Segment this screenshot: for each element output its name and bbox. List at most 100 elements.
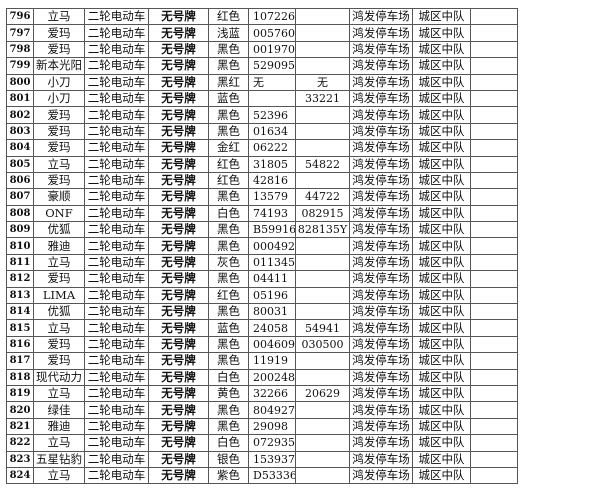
plate-cell: 无号牌 xyxy=(148,171,209,190)
plate-cell: 无号牌 xyxy=(148,368,209,386)
brand-cell: 爱玛 xyxy=(33,40,85,59)
table-row: 808 ONF 二轮电动车 无号牌 白色 74193 082915 鸿发停车场 城区中队 xyxy=(6,204,518,223)
unit-cell: 城区中队 xyxy=(412,106,471,124)
unit-cell: 城区中队 xyxy=(412,89,471,108)
vehicle-type-cell: 二轮电动车 xyxy=(84,253,149,272)
vehicle-type-cell: 二轮电动车 xyxy=(84,401,149,419)
brand-cell: 爱玛 xyxy=(33,106,85,124)
note-cell xyxy=(470,106,518,124)
plate-cell: 无号牌 xyxy=(148,401,209,419)
table-row: 802 爱玛 二轮电动车 无号牌 黑色 52396 鸿发停车场 城区中队 xyxy=(6,106,518,124)
table-row: 799 新本光阳 二轮电动车 无号牌 黑色 529095 鸿发停车场 城区中队 xyxy=(6,57,518,75)
vehicle-type-cell: 二轮电动车 xyxy=(84,139,149,157)
note-cell xyxy=(470,237,518,255)
parking-lot-cell: 鸿发停车场 xyxy=(349,221,413,239)
brand-cell: 雅迪 xyxy=(33,237,85,255)
unit-cell: 城区中队 xyxy=(412,303,471,321)
plate-cell: 无号牌 xyxy=(148,122,209,141)
row-number: 812 xyxy=(6,270,34,288)
row-number: 815 xyxy=(6,319,34,337)
frame-number-cell: 000492 xyxy=(248,237,296,255)
brand-cell: 爱玛 xyxy=(33,122,85,141)
unit-cell: 城区中队 xyxy=(412,122,471,141)
note-cell xyxy=(470,303,518,321)
color-cell: 黑色 xyxy=(208,417,249,436)
plate-cell: 无号牌 xyxy=(148,303,209,321)
motor-number-cell xyxy=(295,286,350,305)
color-cell: 黑红 xyxy=(208,73,249,91)
plate-cell: 无号牌 xyxy=(148,106,209,124)
brand-cell: 爱玛 xyxy=(33,352,85,370)
parking-lot-cell: 鸿发停车场 xyxy=(349,417,413,436)
plate-cell: 无号牌 xyxy=(148,450,209,468)
brand-cell: 立马 xyxy=(33,466,85,485)
frame-number-cell: B59916 xyxy=(248,221,296,239)
vehicle-type-cell: 二轮电动车 xyxy=(84,40,149,59)
note-cell xyxy=(470,450,518,468)
parking-lot-cell: 鸿发停车场 xyxy=(349,89,413,108)
plate-cell: 无号牌 xyxy=(148,188,209,206)
unit-cell: 城区中队 xyxy=(412,286,471,305)
vehicle-type-cell: 二轮电动车 xyxy=(84,171,149,190)
plate-cell: 无号牌 xyxy=(148,7,209,26)
row-number: 823 xyxy=(6,450,34,468)
vehicle-type-cell: 二轮电动车 xyxy=(84,303,149,321)
plate-cell: 无号牌 xyxy=(148,384,209,403)
note-cell xyxy=(470,73,518,91)
frame-number-cell: 42816 xyxy=(248,171,296,190)
row-number: 824 xyxy=(6,466,34,485)
note-cell xyxy=(470,221,518,239)
color-cell: 黄色 xyxy=(208,384,249,403)
note-cell xyxy=(470,122,518,141)
vehicle-type-cell: 二轮电动车 xyxy=(84,270,149,288)
table-row: 811 立马 二轮电动车 无号牌 灰色 011345 鸿发停车场 城区中队 xyxy=(6,253,518,272)
note-cell xyxy=(470,155,518,173)
motor-number-cell xyxy=(295,40,350,59)
color-cell: 黑色 xyxy=(208,401,249,419)
motor-number-cell xyxy=(295,450,350,468)
unit-cell: 城区中队 xyxy=(412,270,471,288)
note-cell xyxy=(470,270,518,288)
plate-cell: 无号牌 xyxy=(148,286,209,305)
vehicle-table: 796 立马 二轮电动车 无号牌 红色 107226 鸿发停车场 城区中队 797 爱玛 二轮电动车… xyxy=(6,7,518,485)
brand-cell: 豪顺 xyxy=(33,188,85,206)
vehicle-type-cell: 二轮电动车 xyxy=(84,352,149,370)
vehicle-type-cell: 二轮电动车 xyxy=(84,434,149,452)
motor-number-cell xyxy=(295,303,350,321)
note-cell xyxy=(470,319,518,337)
parking-lot-cell: 鸿发停车场 xyxy=(349,335,413,354)
parking-lot-cell: 鸿发停车场 xyxy=(349,24,413,42)
unit-cell: 城区中队 xyxy=(412,352,471,370)
motor-number-cell xyxy=(295,466,350,485)
note-cell xyxy=(470,401,518,419)
color-cell: 白色 xyxy=(208,204,249,223)
color-cell: 黑色 xyxy=(208,270,249,288)
table-row: 820 绿佳 二轮电动车 无号牌 黑色 804927 鸿发停车场 城区中队 xyxy=(6,401,518,419)
motor-number-cell xyxy=(295,434,350,452)
row-number: 821 xyxy=(6,417,34,436)
color-cell: 红色 xyxy=(208,155,249,173)
frame-number-cell: 001970 xyxy=(248,40,296,59)
parking-lot-cell: 鸿发停车场 xyxy=(349,155,413,173)
parking-lot-cell: 鸿发停车场 xyxy=(349,270,413,288)
plate-cell: 无号牌 xyxy=(148,24,209,42)
parking-lot-cell: 鸿发停车场 xyxy=(349,7,413,26)
plate-cell: 无号牌 xyxy=(148,417,209,436)
plate-cell: 无号牌 xyxy=(148,139,209,157)
table-row: 800 小刀 二轮电动车 无号牌 黑红无无鸿发停车场 城区中队 xyxy=(6,73,518,91)
note-cell xyxy=(470,89,518,108)
unit-cell: 城区中队 xyxy=(412,139,471,157)
unit-cell: 城区中队 xyxy=(412,204,471,223)
vehicle-type-cell: 二轮电动车 xyxy=(84,188,149,206)
brand-cell: 小刀 xyxy=(33,89,85,108)
vehicle-type-cell: 二轮电动车 xyxy=(84,7,149,26)
plate-cell: 无号牌 xyxy=(148,270,209,288)
note-cell xyxy=(470,253,518,272)
motor-number-cell: 030500 xyxy=(295,335,350,354)
table-row: 813 LIMA 二轮电动车 无号牌 红色 05196 鸿发停车场 城区中队 xyxy=(6,286,518,305)
plate-cell: 无号牌 xyxy=(148,89,209,108)
row-number: 814 xyxy=(6,303,34,321)
vehicle-type-cell: 二轮电动车 xyxy=(84,24,149,42)
motor-number-cell xyxy=(295,237,350,255)
parking-lot-cell: 鸿发停车场 xyxy=(349,204,413,223)
